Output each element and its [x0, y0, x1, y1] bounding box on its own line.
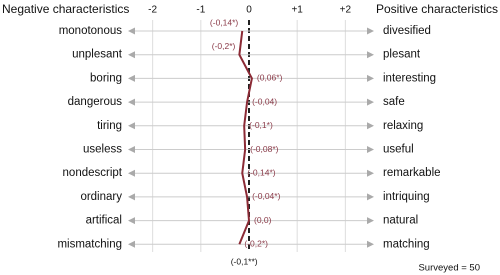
arrow-head	[367, 74, 374, 82]
arrow-head	[367, 193, 374, 201]
x-tick-label: +1	[291, 5, 303, 16]
profile-line	[238, 30, 253, 245]
positive-label: divesified	[383, 25, 431, 37]
arrow-head	[367, 122, 374, 130]
positive-label: matching	[383, 238, 430, 250]
x-tick-label: 0	[246, 5, 252, 16]
value-label: (-0,14*)	[210, 17, 239, 27]
positive-label: plesant	[383, 49, 421, 61]
value-label: (-0,04)	[252, 96, 277, 106]
arrow-head	[367, 51, 374, 59]
value-label: (-0,04*)	[252, 191, 281, 201]
value-label: (-0,2*)	[244, 239, 268, 249]
arrow-head	[367, 98, 374, 106]
arrow-head	[128, 146, 135, 153]
arrow-head	[367, 27, 374, 35]
negative-label: useless	[83, 144, 122, 156]
arrow-head	[128, 240, 135, 248]
value-label: (0,0)	[254, 215, 272, 225]
arrow-head	[367, 169, 374, 177]
arrow-head	[367, 146, 374, 153]
right-title: Positive characteristics	[376, 2, 498, 16]
value-label: (-0,08*)	[250, 144, 279, 154]
negative-label: monotonous	[59, 25, 123, 37]
value-label: (-0,2*)	[212, 41, 236, 51]
negative-label: dangerous	[68, 96, 123, 108]
arrow-head	[128, 169, 135, 177]
positive-label: useful	[383, 144, 414, 156]
value-label: (-0,14*)	[247, 167, 276, 177]
positive-label: remarkable	[383, 167, 441, 179]
arrow-head	[367, 217, 374, 225]
arrow-head	[128, 193, 135, 201]
x-tick-label: -1	[196, 5, 205, 16]
negative-label: artifical	[86, 215, 122, 227]
positive-label: natural	[383, 215, 418, 227]
negative-label: ordinary	[80, 191, 122, 203]
arrow-head	[128, 98, 135, 106]
value-label: (-0,1*)	[249, 120, 273, 130]
mean-label: (-0,1**)	[231, 256, 258, 266]
negative-label: unplesant	[72, 49, 123, 61]
negative-label: nondescript	[63, 167, 123, 179]
note: Surveyed = 50	[418, 263, 480, 274]
positive-label: relaxing	[383, 120, 423, 132]
arrow-head	[128, 74, 135, 82]
negative-label: tiring	[97, 120, 122, 132]
positive-label: interesting	[383, 72, 436, 84]
negative-label: mismatching	[57, 238, 122, 250]
arrow-head	[128, 217, 135, 225]
arrow-head	[128, 27, 135, 35]
arrow-head	[128, 122, 135, 130]
x-tick-label: +2	[340, 5, 352, 16]
value-label: (0,06*)	[257, 73, 283, 83]
arrow-head	[128, 51, 135, 59]
arrow-head	[367, 240, 374, 248]
x-tick-label: -2	[148, 5, 157, 16]
left-title: Negative characteristics	[2, 2, 129, 16]
positive-label: safe	[383, 96, 405, 108]
negative-label: boring	[90, 72, 122, 84]
positive-label: intriquing	[383, 191, 430, 203]
